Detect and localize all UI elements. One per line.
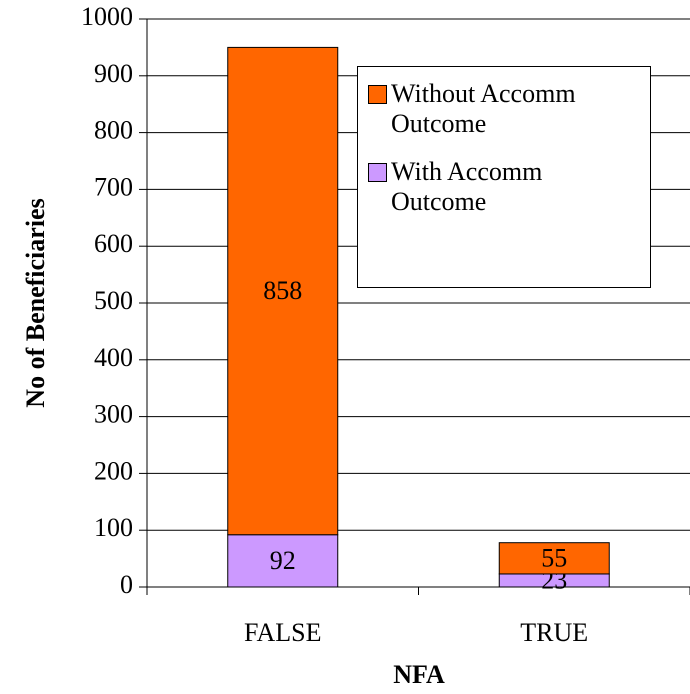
y-tick-label: 100 [94, 513, 133, 542]
y-tick-label: 800 [94, 116, 133, 145]
bar-segment [227, 534, 339, 588]
x-tick-label: TRUE [520, 618, 588, 647]
bar-segment [227, 46, 339, 536]
y-tick-label: 1000 [81, 2, 133, 31]
y-tick-label: 700 [94, 172, 133, 201]
y-axis-title: No of Beneficiaries [21, 198, 50, 407]
y-tick-label: 0 [120, 570, 133, 599]
legend-label: With Accomm Outcome [391, 157, 543, 216]
legend-label: Without Accomm Outcome [391, 79, 576, 138]
y-tick-label: 400 [94, 343, 133, 372]
y-tick-label: 300 [94, 400, 133, 429]
x-axis-title: NFA [393, 660, 445, 689]
y-tick-label: 200 [94, 456, 133, 485]
y-tick-label: 500 [94, 286, 133, 315]
x-tick-label: FALSE [244, 618, 322, 647]
data-label: 55 [541, 543, 567, 572]
y-tick-label: 900 [94, 59, 133, 88]
y-tick-label: 600 [94, 229, 133, 258]
legend-swatch [368, 85, 387, 104]
legend-item: With Accomm Outcome [368, 157, 640, 217]
bar-segment [498, 542, 610, 575]
data-label: 858 [263, 276, 302, 305]
legend: Without Accomm Outcome With Accomm Outcom… [357, 66, 651, 288]
legend-swatch [368, 163, 387, 182]
legend-item: Without Accomm Outcome [368, 79, 640, 139]
data-label: 92 [270, 546, 296, 575]
